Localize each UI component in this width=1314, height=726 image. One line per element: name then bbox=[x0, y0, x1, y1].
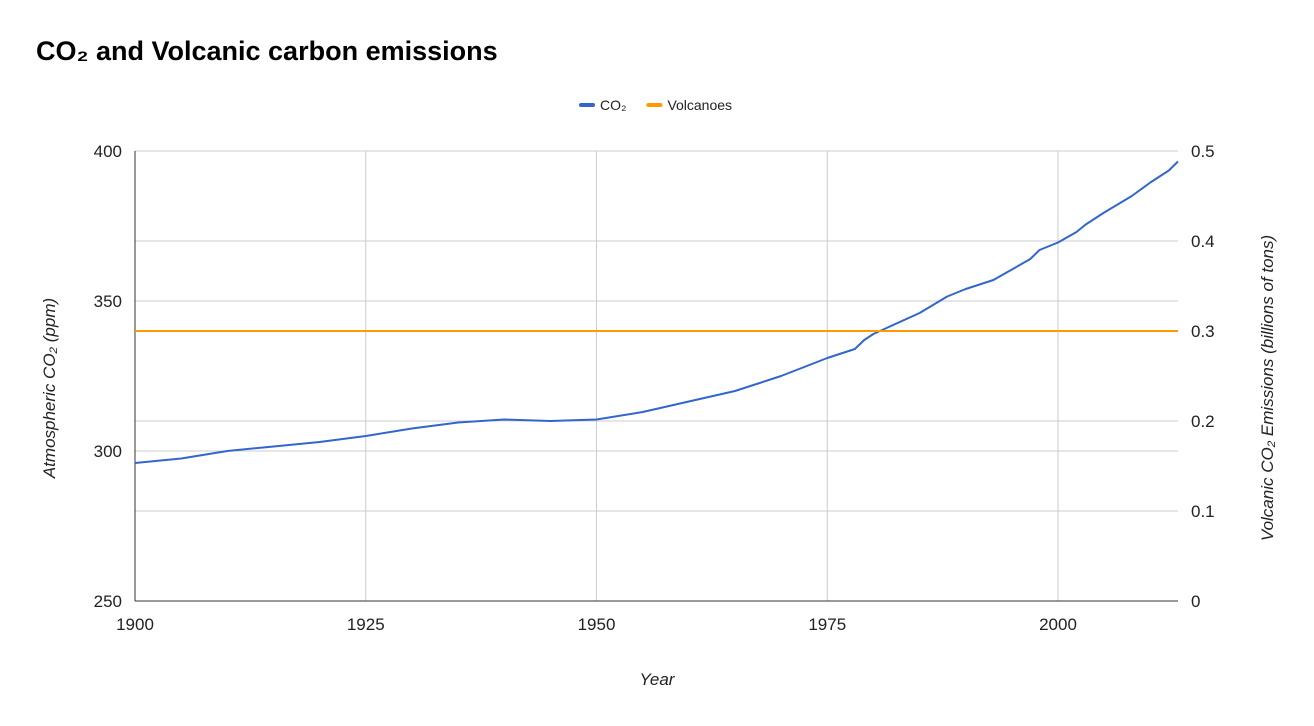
y-left-tick-label: 250 bbox=[94, 592, 122, 611]
y-right-tick-label: 0.5 bbox=[1191, 142, 1215, 161]
y-left-tick-label: 350 bbox=[94, 292, 122, 311]
y-right-tick-label: 0.1 bbox=[1191, 502, 1215, 521]
y-right-tick-label: 0.3 bbox=[1191, 322, 1215, 341]
chart-title: CO₂ and Volcanic carbon emissions bbox=[36, 36, 498, 66]
x-tick-label: 2000 bbox=[1039, 615, 1077, 634]
x-tick-label: 1900 bbox=[116, 615, 154, 634]
y-left-tick-label: 400 bbox=[94, 142, 122, 161]
y-right-tick-label: 0 bbox=[1191, 592, 1200, 611]
x-tick-label: 1975 bbox=[808, 615, 846, 634]
legend-label: CO₂ bbox=[600, 97, 626, 113]
x-tick-label: 1925 bbox=[347, 615, 385, 634]
series-line-co2 bbox=[134, 160, 1179, 464]
x-axis-title: Year bbox=[640, 670, 676, 689]
y-right-axis-title: Volcanic CO₂ Emissions (billions of tons… bbox=[1258, 235, 1277, 541]
y-right-tick-label: 0.2 bbox=[1191, 412, 1215, 431]
x-tick-label: 1950 bbox=[578, 615, 616, 634]
y-left-tick-label: 300 bbox=[94, 442, 122, 461]
legend-label: Volcanoes bbox=[667, 97, 732, 113]
y-right-tick-label: 0.4 bbox=[1191, 232, 1215, 251]
y-left-axis-title: Atmospheric CO₂ (ppm) bbox=[40, 298, 59, 479]
